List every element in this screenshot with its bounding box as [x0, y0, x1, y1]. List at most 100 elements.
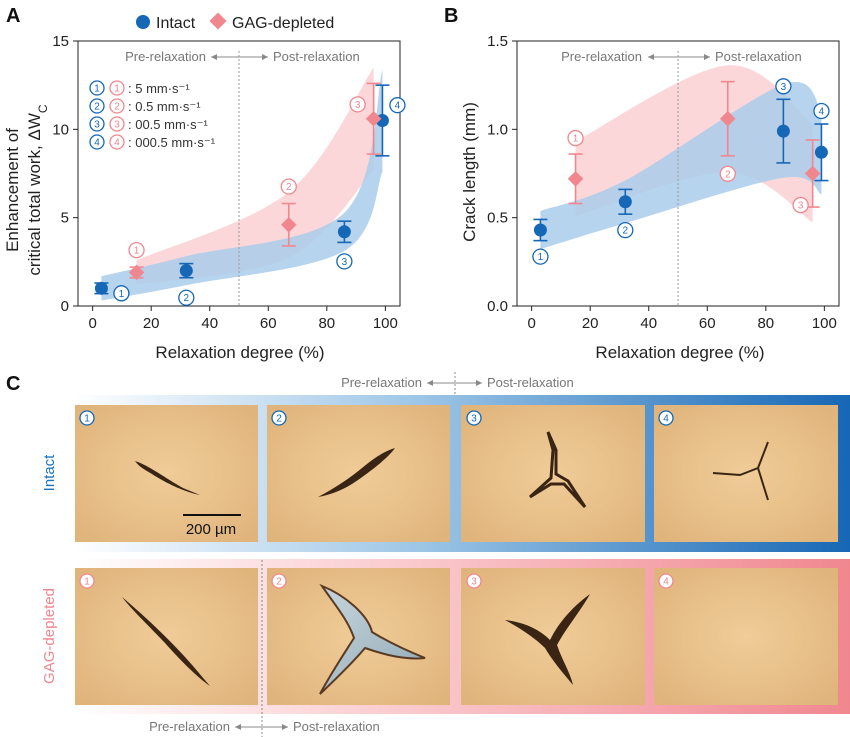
gag-tile-badge-4-number: 4: [663, 577, 669, 588]
scale-bar-label: 200 µm: [186, 521, 236, 538]
chart-b-xtick-label-4: 80: [757, 315, 774, 332]
gag-tile-1: [75, 568, 258, 705]
intact-tile-1: 200 µm: [75, 405, 258, 542]
chart-b-ytick-label-3: 1.5: [487, 33, 508, 50]
panel-c-images: Pre-relaxation Post-relaxation Intact GA…: [41, 372, 850, 737]
gag-tile-badge-2: 2: [271, 573, 287, 589]
chart-a-ylabel-line2: critical total work, ΔWC: [25, 104, 50, 276]
chart-a-xtick-label-4: 80: [318, 315, 335, 332]
intact-tile-badge-2-number: 2: [276, 414, 282, 425]
gag-tile-2: [267, 568, 450, 705]
intact-tile-2: [267, 405, 450, 542]
chart-b-intact-badge-1-number: 2: [623, 226, 629, 237]
chart-a-intact-badge-0-number: 1: [119, 289, 125, 300]
chart-a-intact-badge-0-ring: [113, 285, 130, 302]
chart-b-gag-badge-2-ring: [792, 196, 809, 214]
chart-b-intact-point-2: [776, 124, 790, 138]
chart-a-intact-point-2: [337, 225, 351, 239]
chart-b-ytick-label-0: 0.0: [487, 298, 508, 315]
intact-tile-badge-1-ring: [79, 410, 95, 426]
chart-b-gag-badge-1-ring: [719, 165, 736, 182]
legend: Intact GAG-depleted: [136, 12, 334, 32]
speed-key-intact-badge-3-ring: [89, 116, 105, 132]
gag-tile-3: [461, 568, 645, 705]
chart-a-intact-badge-1-ring: [178, 289, 195, 306]
intact-tile-badge-3-ring: [466, 410, 482, 426]
intact-tile-badge-2-ring: [271, 410, 287, 426]
chart-b-pre-label: Pre-relaxation: [561, 49, 642, 64]
speed-key-label-4: : 000.5 mm·s⁻¹: [128, 135, 216, 150]
speed-key-intact-badge-2-ring: [89, 98, 105, 114]
chart-b-intact-badge-1-ring: [617, 221, 634, 239]
chart-a-xtick-label-2: 40: [201, 315, 218, 332]
speed-key-gag-badge-3-number: 3: [114, 120, 120, 131]
chart-a-xtick-label-5: 100: [373, 315, 398, 332]
speed-key-label-2: : 0.5 mm·s⁻¹: [128, 99, 201, 114]
speed-key-intact-badge-4-number: 4: [94, 138, 100, 149]
chart-a-intact-badge-1-number: 2: [184, 293, 190, 304]
intact-tile-badge-4: 4: [658, 410, 674, 426]
chart-a-ylabel-line2-text: critical total work, ΔW: [25, 113, 44, 276]
chart-a-gag-badge-2-ring: [349, 96, 366, 113]
chart-a-intact-point-1: [179, 264, 193, 278]
chart-b-ytick-label-1: 0.5: [487, 210, 508, 227]
chart-a-gag-badge-2: 3: [349, 96, 366, 113]
speed-key-intact-badge-4: 4: [89, 134, 105, 150]
row-label-intact: Intact: [41, 454, 58, 492]
chart-a-frame: [77, 40, 401, 307]
gag-tile-badge-1-ring: [79, 573, 95, 589]
chart-a-intact-badge-3-number: 4: [395, 101, 401, 112]
chart-b-xlabel: Relaxation degree (%): [595, 343, 764, 362]
chart-b-intact-badge-1: 2: [617, 221, 634, 239]
gag-tile-badge-3-number: 3: [471, 577, 477, 588]
chart-a-gag-badge-0-number: 1: [134, 246, 140, 257]
speed-key-intact-badge-2: 2: [89, 98, 105, 114]
chart-a-xlabel: Relaxation degree (%): [155, 343, 324, 362]
chart-a-intact-badge-3: 4: [389, 97, 406, 114]
chart-b-frame: [516, 40, 840, 307]
chart-b-gag-badge-1: 2: [719, 165, 736, 182]
chart-a-gag-point-0: [128, 264, 145, 281]
legend-gag-marker: [209, 12, 227, 30]
speed-key-intact-badge-1: 1: [89, 80, 105, 96]
row-label-gag: GAG-depleted: [41, 588, 58, 684]
speed-key-gag-badge-4-number: 4: [114, 138, 120, 149]
chart-a-bands: [101, 67, 383, 301]
panel-c-bottom-arrow: [235, 724, 288, 730]
chart-a-band-intact: [101, 69, 383, 301]
speed-key-intact-badge-4-ring: [89, 134, 105, 150]
scale-bar: [183, 514, 241, 516]
intact-tile-badge-3: 3: [466, 410, 482, 426]
chart-a-gag-point-1: [280, 216, 297, 233]
chart-b-intact-badge-3-number: 4: [819, 107, 825, 118]
chart-b-gag-badge-0-ring: [567, 129, 584, 147]
speed-key-gag-badge-3: 3: [109, 116, 125, 132]
gag-tile-badge-4: 4: [658, 573, 674, 589]
speed-key-intact-badge-3-number: 3: [94, 120, 100, 131]
panel-c-bottom-pre: Pre-relaxation: [149, 719, 230, 734]
gag-tile-badge-3: 3: [466, 573, 482, 589]
chart-b-intact-badge-0-ring: [532, 248, 549, 265]
chart-b-gag-badge-2-number: 3: [798, 201, 804, 212]
chart-b-intact-badge-2-number: 3: [781, 82, 787, 93]
chart-a-xtick-label-1: 20: [143, 315, 160, 332]
speed-key-intact-badge-2-number: 2: [94, 102, 100, 113]
chart-b-intact-badge-2: 3: [775, 78, 792, 95]
speed-key: 1 1: 5 mm·s⁻¹ 2 2: 0.5 mm·s⁻¹ 3 3: 00.5 mm·s⁻…: [89, 80, 216, 150]
chart-b-intact-point-1: [618, 195, 632, 209]
chart-a-ytick-label-2: 10: [52, 121, 69, 138]
chart-b-gag-badge-1-number: 2: [725, 169, 731, 180]
speed-key-gag-badge-2-ring: [109, 98, 125, 114]
chart-a-gag-badge-1-ring: [280, 178, 297, 195]
chart-b-intact-badge-3-ring: [813, 102, 830, 120]
chart-a-intact-point-0: [94, 281, 108, 295]
chart-b-ylabel: Crack length (mm): [460, 102, 479, 242]
chart-b-xtick-label-1: 20: [582, 315, 599, 332]
intact-tile-badge-1-number: 1: [84, 414, 90, 425]
chart-b-xtick-label-5: 100: [812, 315, 837, 332]
speed-key-label-3: : 00.5 mm·s⁻¹: [128, 117, 208, 132]
gag-tile-badge-4-ring: [658, 573, 674, 589]
chart-b-intact-badge-2-ring: [775, 78, 792, 95]
legend-intact-marker: [136, 15, 150, 29]
